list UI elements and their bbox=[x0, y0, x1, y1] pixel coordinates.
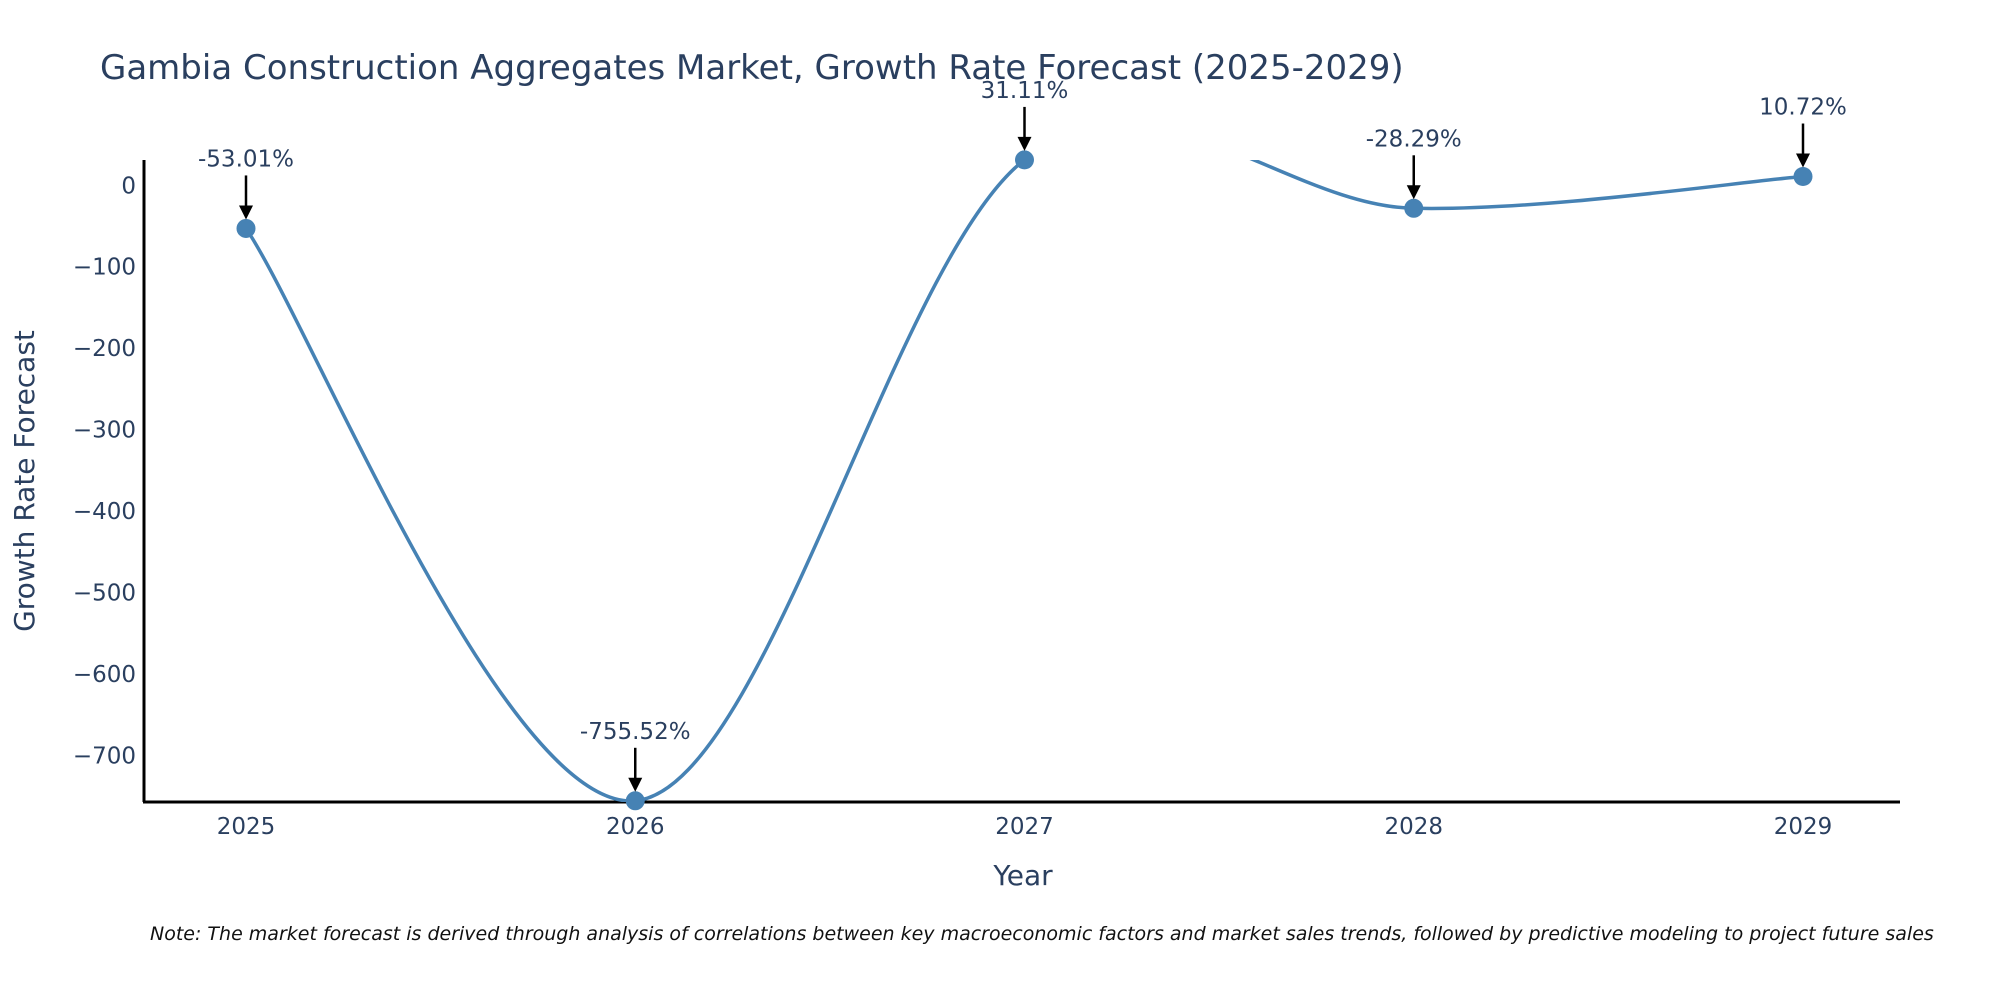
x-axis-ticks: 2025 2026 2027 2028 2029 bbox=[217, 814, 1833, 840]
data-label: 31.11% bbox=[981, 78, 1069, 104]
footnote: Note: The market forecast is derived thr… bbox=[150, 923, 1934, 945]
data-label: 10.72% bbox=[1759, 95, 1847, 121]
y-axis-title: Growth Rate Forecast bbox=[8, 330, 41, 632]
data-point-2025 bbox=[236, 218, 256, 238]
data-label: -755.52% bbox=[580, 719, 691, 745]
data-point-2027 bbox=[1015, 150, 1034, 170]
data-label-annotations: -53.01% -755.52% 31.11% -28.29% 10.72% bbox=[198, 78, 1847, 792]
x-tick-label: 2029 bbox=[1774, 814, 1833, 840]
annotation-arrow-head bbox=[1406, 185, 1421, 200]
series-line bbox=[244, 160, 1804, 802]
y-tick-label: −500 bbox=[73, 581, 136, 607]
x-tick-label: 2027 bbox=[995, 814, 1054, 840]
y-tick-label: −700 bbox=[73, 744, 136, 770]
y-tick-label: −300 bbox=[73, 418, 136, 444]
x-tick-label: 2025 bbox=[217, 814, 276, 840]
x-tick-label: 2026 bbox=[606, 814, 665, 840]
x-axis-title: Year bbox=[992, 859, 1053, 892]
y-tick-label: −100 bbox=[73, 255, 136, 281]
annotation-arrow-head bbox=[628, 777, 643, 792]
annotation-arrow-head bbox=[1017, 136, 1032, 151]
y-tick-label: −400 bbox=[73, 499, 136, 525]
x-tick-label: 2028 bbox=[1384, 814, 1443, 840]
annotation-arrow-head bbox=[239, 205, 253, 220]
chart-title: Gambia Construction Aggregates Market, G… bbox=[100, 48, 1404, 88]
y-axis-ticks: 0 −100 −200 −300 −400 −500 −600 −700 bbox=[73, 173, 136, 769]
data-point-2029 bbox=[1793, 167, 1813, 187]
annotation-arrow-head bbox=[1796, 153, 1810, 168]
y-tick-label: 0 bbox=[121, 173, 136, 199]
data-point-2026 bbox=[625, 791, 645, 811]
data-label: -28.29% bbox=[1366, 126, 1462, 152]
data-points bbox=[236, 150, 1813, 811]
y-tick-label: −600 bbox=[73, 662, 136, 688]
y-tick-label: −200 bbox=[73, 336, 136, 362]
data-label: -53.01% bbox=[198, 146, 294, 172]
data-point-2028 bbox=[1404, 198, 1424, 218]
